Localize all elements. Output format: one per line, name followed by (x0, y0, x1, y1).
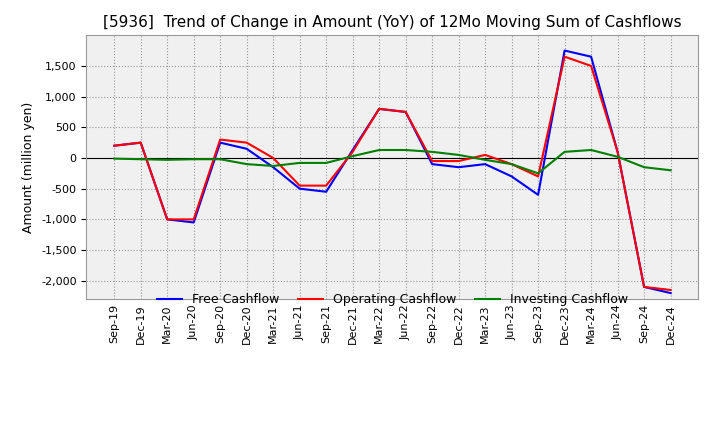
Investing Cashflow (587, 147, 595, 153)
Investing Cashflow (454, 152, 463, 158)
Operating Cashflow (375, 106, 384, 111)
Free Cashflow (613, 149, 622, 154)
Operating Cashflow (454, 158, 463, 164)
Y-axis label: Amount (million yen): Amount (million yen) (22, 102, 35, 233)
Investing Cashflow (216, 157, 225, 162)
Investing Cashflow (243, 161, 251, 167)
Free Cashflow (189, 220, 198, 225)
Investing Cashflow (110, 156, 119, 161)
Operating Cashflow (322, 183, 330, 188)
Operating Cashflow (508, 161, 516, 167)
Investing Cashflow (560, 149, 569, 154)
Operating Cashflow (613, 149, 622, 154)
Investing Cashflow (666, 168, 675, 173)
Investing Cashflow (163, 157, 171, 162)
Operating Cashflow (269, 155, 277, 161)
Operating Cashflow (640, 284, 649, 290)
Free Cashflow (428, 161, 436, 167)
Operating Cashflow (481, 152, 490, 158)
Title: [5936]  Trend of Change in Amount (YoY) of 12Mo Moving Sum of Cashflows: [5936] Trend of Change in Amount (YoY) o… (103, 15, 682, 30)
Operating Cashflow (163, 217, 171, 222)
Free Cashflow (322, 189, 330, 194)
Free Cashflow (348, 147, 357, 153)
Investing Cashflow (428, 149, 436, 154)
Free Cashflow (216, 140, 225, 145)
Free Cashflow (587, 54, 595, 59)
Operating Cashflow (401, 109, 410, 114)
Free Cashflow (110, 143, 119, 148)
Line: Investing Cashflow: Investing Cashflow (114, 150, 670, 173)
Investing Cashflow (295, 160, 304, 165)
Operating Cashflow (587, 63, 595, 69)
Operating Cashflow (189, 217, 198, 222)
Operating Cashflow (666, 287, 675, 293)
Free Cashflow (163, 217, 171, 222)
Free Cashflow (401, 109, 410, 114)
Investing Cashflow (640, 165, 649, 170)
Line: Operating Cashflow: Operating Cashflow (114, 57, 670, 290)
Investing Cashflow (613, 154, 622, 159)
Free Cashflow (375, 106, 384, 111)
Free Cashflow (481, 161, 490, 167)
Operating Cashflow (243, 140, 251, 145)
Legend: Free Cashflow, Operating Cashflow, Investing Cashflow: Free Cashflow, Operating Cashflow, Inves… (157, 293, 628, 306)
Operating Cashflow (136, 140, 145, 145)
Line: Free Cashflow: Free Cashflow (114, 51, 670, 293)
Operating Cashflow (534, 174, 542, 179)
Free Cashflow (640, 284, 649, 290)
Free Cashflow (243, 146, 251, 151)
Operating Cashflow (110, 143, 119, 148)
Free Cashflow (534, 192, 542, 198)
Investing Cashflow (269, 163, 277, 169)
Investing Cashflow (401, 147, 410, 153)
Investing Cashflow (348, 154, 357, 159)
Free Cashflow (454, 165, 463, 170)
Free Cashflow (136, 140, 145, 145)
Investing Cashflow (189, 157, 198, 162)
Free Cashflow (560, 48, 569, 53)
Operating Cashflow (348, 149, 357, 154)
Operating Cashflow (560, 54, 569, 59)
Free Cashflow (508, 174, 516, 179)
Investing Cashflow (136, 157, 145, 162)
Free Cashflow (666, 290, 675, 296)
Investing Cashflow (534, 171, 542, 176)
Investing Cashflow (375, 147, 384, 153)
Operating Cashflow (216, 137, 225, 142)
Operating Cashflow (295, 183, 304, 188)
Investing Cashflow (508, 161, 516, 167)
Free Cashflow (295, 186, 304, 191)
Investing Cashflow (322, 160, 330, 165)
Operating Cashflow (428, 158, 436, 164)
Investing Cashflow (481, 157, 490, 162)
Free Cashflow (269, 165, 277, 170)
